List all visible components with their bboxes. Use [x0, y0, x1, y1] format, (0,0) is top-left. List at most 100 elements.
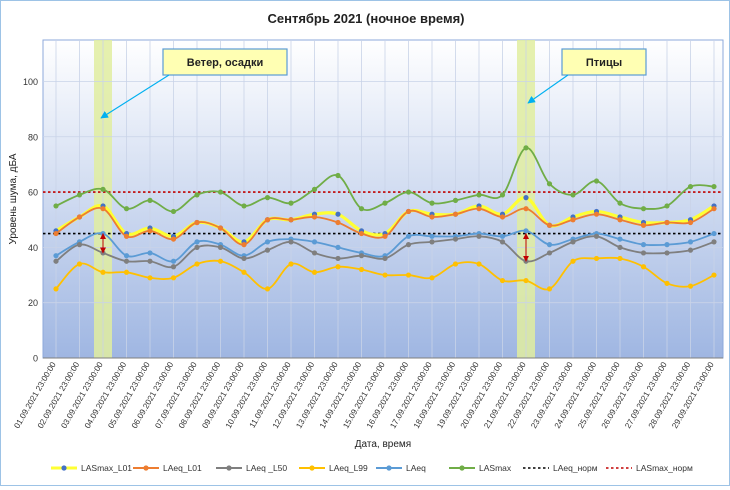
- x-tick-label: 01.09.2021 23:00:00: [12, 360, 58, 430]
- data-point: [593, 233, 600, 239]
- data-point: [335, 172, 341, 179]
- x-tick-label: 13.09.2021 23:00:00: [294, 360, 340, 430]
- x-tick-label: 22.09.2021 23:00:00: [506, 360, 552, 430]
- x-tick-label: 15.09.2021 23:00:00: [341, 360, 387, 430]
- data-point: [264, 286, 271, 292]
- data-point: [593, 255, 600, 262]
- data-point: [288, 239, 294, 245]
- data-point: [499, 192, 506, 198]
- data-point: [664, 219, 670, 226]
- data-point: [640, 242, 647, 248]
- data-point: [429, 200, 435, 206]
- data-point: [170, 236, 177, 242]
- data-point: [523, 145, 529, 151]
- data-point: [147, 228, 153, 234]
- data-point: [664, 203, 670, 209]
- data-point: [523, 195, 529, 201]
- data-point: [711, 272, 717, 278]
- x-tick-label: 25.09.2021 23:00:00: [576, 360, 622, 430]
- callouts: Ветер, осадки Птицы: [100, 48, 647, 119]
- x-tick-label: 17.09.2021 23:00:00: [388, 360, 434, 430]
- data-point: [170, 258, 177, 264]
- data-point: [499, 233, 506, 239]
- legend-marker: [226, 465, 232, 471]
- data-point: [147, 258, 153, 264]
- data-point: [640, 206, 647, 212]
- legend-item-laeq: LAeq: [376, 463, 426, 473]
- data-point: [264, 195, 271, 201]
- data-point: [194, 261, 200, 267]
- data-point: [358, 253, 365, 259]
- legend-marker: [459, 465, 465, 471]
- data-point: [194, 239, 200, 245]
- data-point: [264, 239, 271, 245]
- data-point: [452, 261, 459, 267]
- data-point: [123, 269, 130, 275]
- data-point: [147, 197, 153, 203]
- data-point: [335, 244, 341, 250]
- x-tick-label: 16.09.2021 23:00:00: [365, 360, 411, 430]
- data-point: [241, 203, 247, 209]
- x-tick-label: 18.09.2021 23:00:00: [412, 360, 458, 430]
- y-tick-label: 100: [23, 77, 38, 87]
- data-point: [593, 178, 600, 184]
- data-point: [123, 253, 130, 259]
- data-point: [452, 236, 459, 242]
- data-point: [217, 258, 224, 264]
- data-point: [405, 208, 412, 215]
- data-point: [593, 211, 600, 217]
- data-point: [147, 275, 153, 281]
- legend-marker: [309, 465, 315, 471]
- data-point: [311, 214, 318, 220]
- legend-item-lasmax: LASmax: [449, 463, 512, 473]
- data-point: [382, 255, 388, 262]
- legend-marker: [143, 465, 149, 471]
- legend-item-laeq-l50: LAeq _L50: [216, 463, 287, 473]
- legend-label: LASmax: [479, 463, 512, 473]
- callout-arrow: [527, 74, 569, 104]
- data-point: [311, 250, 318, 256]
- data-point: [264, 217, 271, 223]
- data-point: [147, 250, 153, 256]
- x-tick-label: 27.09.2021 23:00:00: [623, 360, 669, 430]
- data-point: [217, 225, 224, 231]
- legend-label: LAeq_норм: [553, 463, 598, 473]
- data-point: [76, 242, 83, 248]
- legend-label: LAeq _L50: [246, 463, 287, 473]
- data-point: [311, 186, 318, 192]
- series-laeq: [53, 228, 717, 264]
- data-point: [429, 214, 435, 220]
- x-tick-label: 24.09.2021 23:00:00: [553, 360, 599, 430]
- series-laeq-l99: [53, 255, 717, 292]
- data-point: [476, 261, 482, 267]
- x-tick-label: 08.09.2021 23:00:00: [177, 360, 223, 430]
- callout-ветер-осадки: Ветер, осадки: [100, 48, 288, 119]
- legend-label: LASmax_норм: [636, 463, 693, 473]
- data-point: [546, 286, 553, 292]
- data-point: [405, 272, 412, 278]
- x-tick-label: 26.09.2021 23:00:00: [600, 360, 646, 430]
- data-point: [76, 261, 83, 267]
- data-point: [264, 247, 271, 253]
- data-point: [476, 233, 482, 239]
- x-tick-label: 09.09.2021 23:00:00: [200, 360, 246, 430]
- callout-птицы: Птицы: [527, 48, 647, 104]
- x-tick-label: 03.09.2021 23:00:00: [59, 360, 105, 430]
- y-tick-label: 20: [28, 298, 38, 308]
- data-point: [617, 217, 623, 223]
- data-point: [335, 255, 341, 262]
- data-point: [546, 250, 553, 256]
- data-point: [523, 277, 529, 284]
- data-point: [664, 280, 670, 286]
- legend-item-lasmax-норм: LASmax_норм: [606, 463, 693, 473]
- data-point: [570, 217, 576, 223]
- data-point: [405, 233, 412, 239]
- data-point: [664, 250, 670, 256]
- data-point: [429, 239, 435, 245]
- data-point: [53, 286, 59, 292]
- y-tick-label: 40: [28, 243, 38, 253]
- data-point: [335, 264, 341, 270]
- x-tick-label: 11.09.2021 23:00:00: [248, 360, 293, 429]
